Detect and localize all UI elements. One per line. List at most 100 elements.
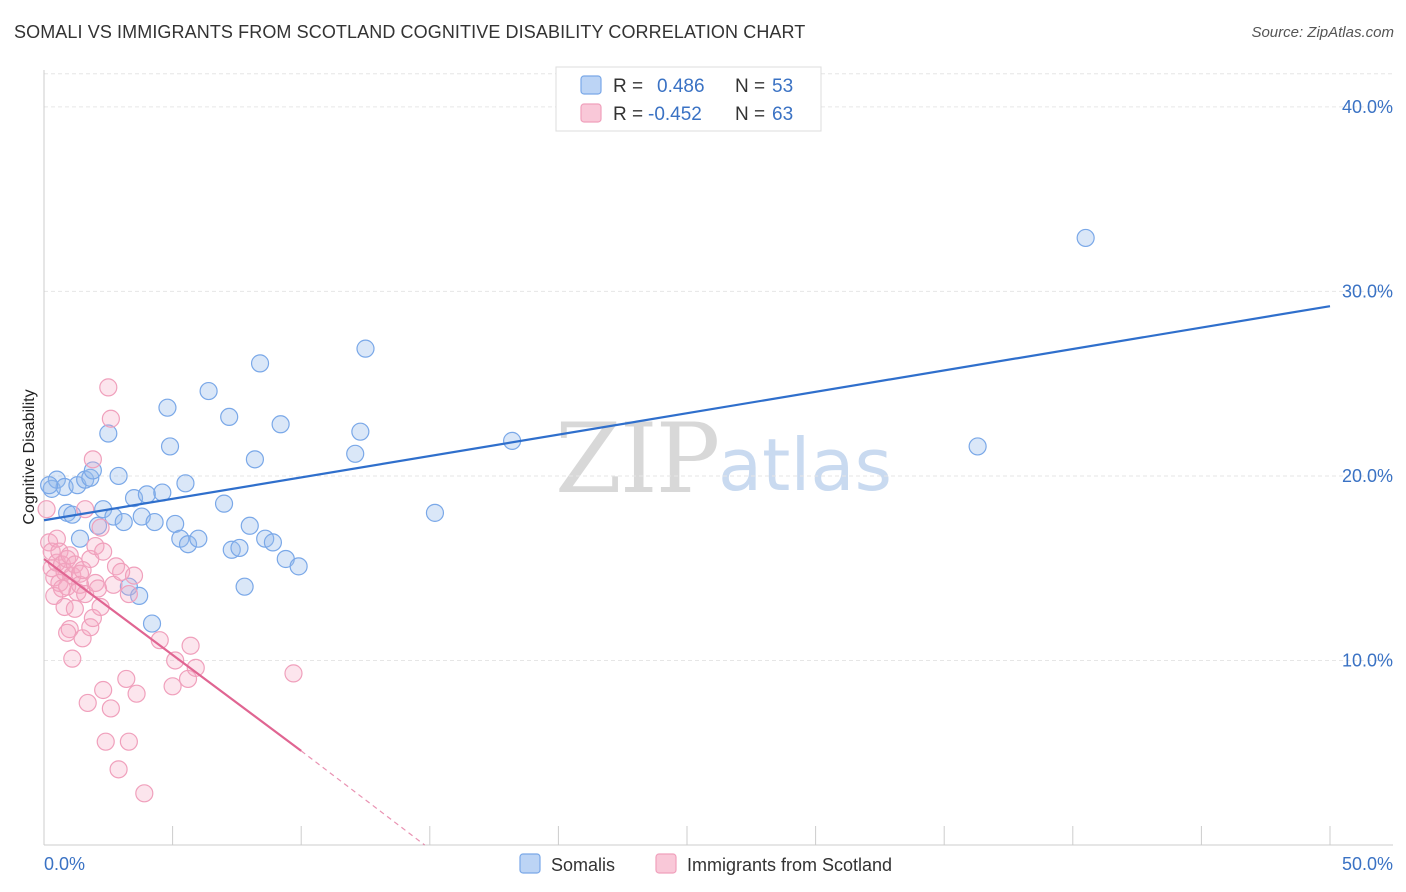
legend-n-value-somali: 53 <box>772 76 793 97</box>
watermark-zip: ZIP <box>555 403 718 515</box>
scotland-point <box>91 518 110 537</box>
somali-point <box>178 535 198 554</box>
scotland-point <box>135 784 154 803</box>
scotland-point <box>127 684 146 703</box>
scotland-point <box>88 579 108 598</box>
scotland-point <box>117 669 136 689</box>
somali-point <box>240 516 259 535</box>
legend-r-label-scotland: R = <box>613 104 643 125</box>
legend-n-label-scotland: N = <box>735 104 765 125</box>
y-tick-labels: 10.0% 20.0% 30.0% 40.0% <box>1342 97 1393 671</box>
scotland-point <box>99 378 118 397</box>
somali-point <box>245 450 265 469</box>
legend-r-label-somali: R = <box>613 76 643 97</box>
scotland-point <box>58 623 77 642</box>
trend-lines <box>43 305 1331 846</box>
somali-point <box>109 466 128 486</box>
scotland-point <box>163 677 182 696</box>
somali-point <box>968 437 987 456</box>
scotland-point <box>119 584 138 604</box>
somali-point <box>235 577 254 596</box>
scotland-point <box>94 680 113 700</box>
chart-source: Source: ZipAtlas.com <box>1251 24 1394 41</box>
bottom-legend-swatch-scotland <box>655 853 677 874</box>
scotland-point <box>124 566 144 585</box>
scotland-point <box>96 732 115 751</box>
somali-point <box>70 529 90 548</box>
y-tick-label: 40.0% <box>1342 97 1393 117</box>
watermark-atlas: atlas <box>718 423 892 507</box>
somali-point <box>356 339 375 358</box>
somali-point <box>119 577 138 596</box>
bottom-legend-label-scotland: Immigrants from Scotland <box>687 855 892 875</box>
scotland-point <box>52 579 72 598</box>
y-tick-label: 10.0% <box>1342 650 1393 670</box>
somali-point <box>160 437 180 456</box>
scotland-point <box>60 546 79 565</box>
somali-point <box>351 422 370 441</box>
somali-point <box>199 381 218 401</box>
scotland-point <box>37 500 56 519</box>
somali-point <box>158 398 177 417</box>
legend-box: R = 0.486 N = 53 R = -0.452 N = 63 <box>555 66 822 132</box>
scotland-point <box>106 557 126 576</box>
legend-r-value-scotland: -0.452 <box>648 104 702 125</box>
somali-point <box>230 538 249 558</box>
trend-line-somali <box>43 305 1331 522</box>
somali-point <box>263 533 283 552</box>
scotland-point <box>73 560 92 580</box>
y-axis-title: Cognitive Disability <box>21 389 38 524</box>
y-tick-label: 30.0% <box>1342 281 1393 301</box>
somali-point <box>81 468 100 487</box>
somali-point <box>346 444 365 463</box>
somali-point <box>114 512 133 532</box>
grid-lines <box>44 73 1393 661</box>
axes <box>43 70 1393 846</box>
somali-point <box>271 415 290 434</box>
somali-point <box>99 424 118 443</box>
bottom-legend: Somalis Immigrants from Scotland <box>519 853 892 875</box>
somali-point <box>176 474 195 493</box>
scotland-point <box>119 732 138 751</box>
somali-point <box>289 557 308 576</box>
somali-point <box>142 614 162 633</box>
somali-point <box>137 485 156 504</box>
scotland-point <box>65 599 84 618</box>
trend-line-scotland-extension <box>300 750 426 846</box>
somali-point <box>40 476 59 495</box>
chart-title: SOMALI VS IMMIGRANTS FROM SCOTLAND COGNI… <box>14 22 806 42</box>
scotland-point <box>166 651 185 670</box>
legend-swatch-scotland <box>580 103 602 123</box>
trend-line-scotland <box>43 558 302 752</box>
somali-point <box>189 529 208 548</box>
x-tick-label-max: 50.0% <box>1342 854 1393 874</box>
scotland-point <box>181 636 200 655</box>
legend-n-value-scotland: 63 <box>772 104 793 125</box>
y-tick-label: 20.0% <box>1342 466 1393 486</box>
scotland-point <box>78 693 97 713</box>
scotland-point <box>109 760 128 779</box>
scotland-point <box>101 699 120 718</box>
scotland-point <box>83 450 102 469</box>
somali-point <box>1076 228 1095 248</box>
scotland-point <box>186 658 205 677</box>
legend-swatch-somali <box>580 75 602 95</box>
bottom-legend-label-somali: Somalis <box>551 855 615 875</box>
scotland-point <box>284 664 303 683</box>
scotland-point <box>101 409 120 428</box>
somali-point <box>220 407 239 427</box>
x-ticks <box>43 826 1331 845</box>
series-somalis <box>40 228 1095 633</box>
somali-point <box>145 512 164 532</box>
somali-point <box>425 503 445 522</box>
scotland-point <box>63 649 82 668</box>
somali-point <box>88 516 108 535</box>
legend-n-label-somali: N = <box>735 76 765 97</box>
legend-r-value-somali: 0.486 <box>657 76 705 97</box>
somali-point <box>250 354 270 373</box>
x-tick-label-min: 0.0% <box>44 854 85 874</box>
bottom-legend-swatch-somali <box>519 853 541 874</box>
somali-point <box>214 494 234 513</box>
scotland-point <box>94 542 113 561</box>
